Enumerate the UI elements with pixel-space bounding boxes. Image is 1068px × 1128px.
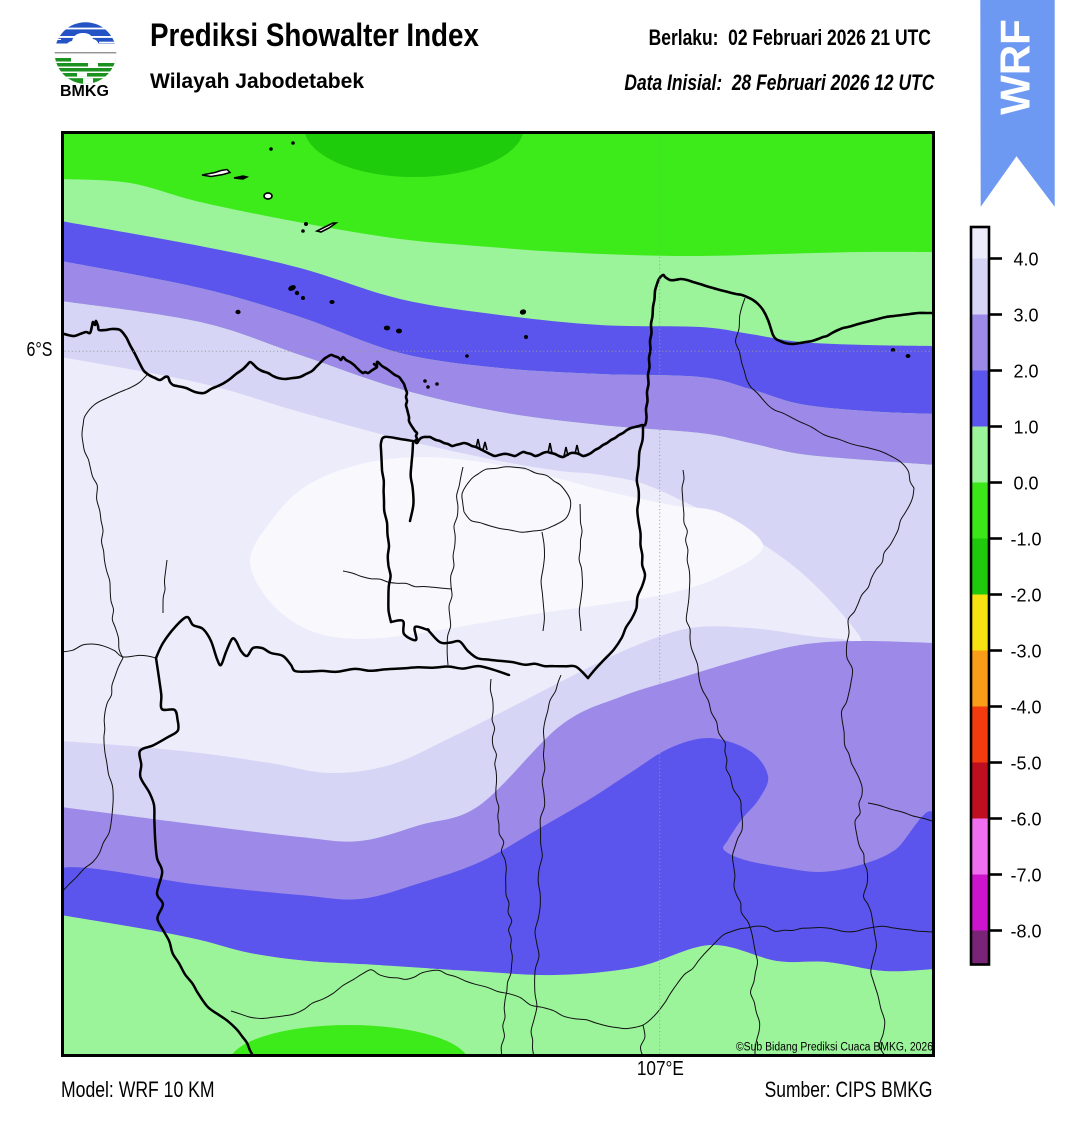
svg-text:-5.0: -5.0 [1010, 754, 1041, 774]
svg-text:3.0: 3.0 [1013, 306, 1038, 326]
svg-text:-1.0: -1.0 [1010, 530, 1041, 550]
svg-text:0.0: 0.0 [1013, 474, 1038, 494]
svg-text:-3.0: -3.0 [1010, 642, 1041, 662]
svg-text:WRF: WRF [992, 19, 1039, 115]
svg-text:2.0: 2.0 [1013, 362, 1038, 382]
svg-text:-8.0: -8.0 [1010, 922, 1041, 942]
svg-text:-2.0: -2.0 [1010, 586, 1041, 606]
svg-text:1.0: 1.0 [1013, 418, 1038, 438]
svg-text:©Sub Bidang Prediksi Cuaca BMK: ©Sub Bidang Prediksi Cuaca BMKG, 2026 [736, 1042, 933, 1054]
svg-text:4.0: 4.0 [1013, 250, 1038, 270]
svg-text:-7.0: -7.0 [1010, 866, 1041, 886]
svg-text:-6.0: -6.0 [1010, 810, 1041, 830]
svg-text:-4.0: -4.0 [1010, 698, 1041, 718]
